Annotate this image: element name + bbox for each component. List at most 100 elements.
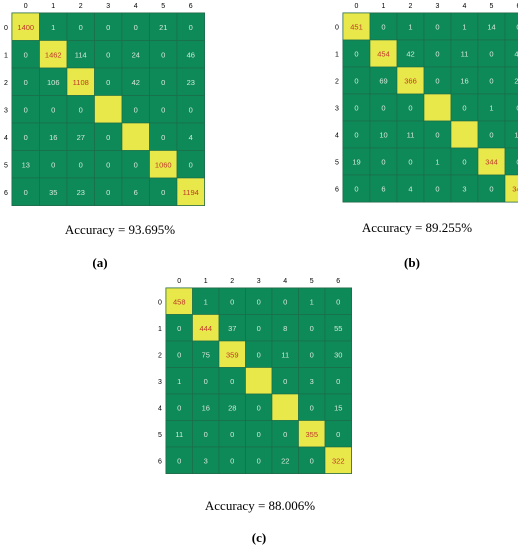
y-tick-label: 5: [335, 160, 339, 167]
heatmap-cell: [11, 67, 40, 96]
cell-value-label: 12: [514, 131, 518, 140]
cell-value-label: 0: [435, 50, 439, 59]
confusion-matrix-b: 4510101140045442011040069366016023000010…: [310, 0, 518, 203]
x-tick-label: 4: [134, 3, 138, 10]
cell-value-label: 16: [202, 403, 210, 412]
heatmap-cell: [504, 39, 518, 68]
cell-value-label: 0: [230, 456, 234, 465]
heatmap-cell: [423, 93, 452, 122]
heatmap-c: 458 1 0 0 0 1 00 444 37 0 8 0 550 75 359 0 11 0 301 0 0 0 3 00 1…: [158, 278, 352, 474]
cell-value-label: 35: [49, 188, 57, 197]
heatmap-cell: [271, 287, 299, 315]
heatmap-cell: [342, 120, 371, 149]
y-tick-label: 3: [4, 107, 8, 114]
cell-value-label: 27: [77, 133, 85, 142]
heatmap-cell: [271, 367, 299, 395]
heatmap-cell: [165, 314, 193, 342]
cell-value-label: 0: [516, 104, 518, 113]
heatmap-cell: [192, 393, 220, 421]
cell-value-label: 19: [352, 158, 360, 167]
heatmap-cell: [192, 287, 220, 315]
heatmap-cell: [94, 40, 123, 69]
cell-value-label: 1060: [155, 160, 172, 169]
cell-value-label: 1: [310, 297, 314, 306]
cell-value-label: 0: [106, 188, 110, 197]
cell-value-label: 0: [24, 78, 28, 87]
cell-value-label: 0: [106, 78, 110, 87]
heatmap-cell: [450, 39, 479, 68]
heatmap-cell: [271, 314, 299, 342]
cell-value-label: 1400: [17, 23, 34, 32]
heatmap-cell: [176, 95, 205, 124]
cell-value-label: 114: [75, 50, 87, 59]
heatmap-cell: [11, 12, 40, 41]
x-tick-label: 1: [51, 3, 55, 10]
cell-value-label: 0: [354, 185, 358, 194]
cell-value-label: 322: [332, 456, 345, 465]
heatmap-cell: [298, 393, 326, 421]
heatmap-cell: [218, 446, 246, 474]
y-tick-label: 3: [335, 106, 339, 113]
cell-value-label: 0: [310, 350, 314, 359]
heatmap-cell: [324, 314, 352, 342]
heatmap-cell: [245, 420, 273, 448]
cell-value-label: 0: [462, 158, 466, 167]
x-tick-label: 5: [490, 3, 494, 10]
cell-value-label: 0: [381, 23, 385, 32]
cell-value-label: 24: [132, 50, 140, 59]
cell-value-label: 28: [228, 403, 236, 412]
heatmap-cell: [11, 122, 40, 151]
cell-value-label: 0: [516, 23, 518, 32]
cell-value-label: 0: [79, 160, 83, 169]
cell-value-label: 0: [161, 78, 165, 87]
heatmap-cell: [369, 120, 398, 149]
y-tick-label: 1: [158, 326, 162, 333]
heatmap-cell: [66, 67, 95, 96]
cell-value-label: 1462: [45, 50, 62, 59]
heatmap-cell: [218, 287, 246, 315]
cell-value-label: 40: [514, 50, 518, 59]
cell-value-label: 344: [485, 158, 498, 167]
cell-value-label: 0: [51, 160, 55, 169]
cell-value-label: 0: [336, 297, 340, 306]
cell-value-label: 0: [354, 131, 358, 140]
heatmap-cell: [165, 340, 193, 368]
cell-value-label: 0: [516, 158, 518, 167]
cell-value-label: 22: [281, 456, 289, 465]
cell-value-label: 366: [404, 77, 417, 86]
cell-value-label: 0: [435, 185, 439, 194]
panel-label-a: (a): [92, 255, 108, 270]
cell-value-label: 347: [512, 185, 518, 194]
y-tick-label: 6: [335, 187, 339, 194]
cell-value-label: 4: [189, 133, 193, 142]
heatmap-cell: [342, 66, 371, 95]
heatmap-cell: [121, 67, 150, 96]
heatmap-cell: [396, 174, 425, 203]
heatmap-cell: [149, 67, 178, 96]
cell-value-label: 0: [381, 104, 385, 113]
cell-value-label: 0: [177, 403, 181, 412]
heatmap-cell: [324, 420, 352, 448]
heatmap-cell: [504, 12, 518, 41]
y-tick-label: 6: [4, 190, 8, 197]
cell-value-label: 21: [159, 23, 167, 32]
cell-value-label: 454: [377, 50, 390, 59]
cell-value-label: 37: [228, 324, 236, 333]
heatmap-cell: [39, 177, 68, 206]
cell-value-label: 1: [51, 23, 55, 32]
cell-value-label: 0: [189, 160, 193, 169]
cell-value-label: 23: [187, 78, 195, 87]
y-tick-label: 0: [335, 25, 339, 32]
cell-value-label: 8: [283, 324, 287, 333]
x-tick-label: 5: [310, 278, 314, 285]
cell-value-label: 0: [134, 160, 138, 169]
heatmap-cell: [477, 39, 506, 68]
heatmap-cell: [477, 147, 506, 176]
heatmap-cell: [271, 446, 299, 474]
heatmap-cell: [39, 67, 68, 96]
heatmap-cell: [176, 67, 205, 96]
heatmap-cell: [342, 39, 371, 68]
cell-value-label: 0: [177, 456, 181, 465]
cell-value-label: 0: [204, 430, 208, 439]
x-tick-label: 3: [257, 278, 261, 285]
